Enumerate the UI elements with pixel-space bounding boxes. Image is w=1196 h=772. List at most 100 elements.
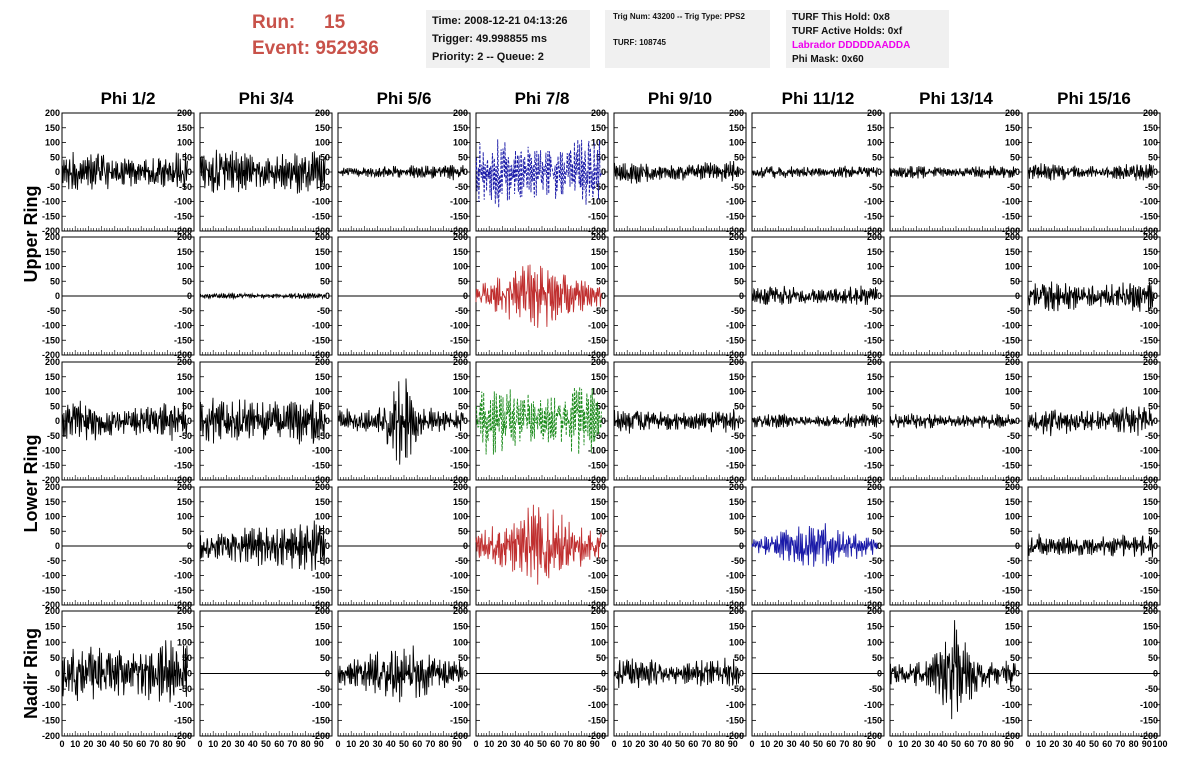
y-tick-label: -50 xyxy=(1145,684,1158,694)
y-tick-label: 50 xyxy=(734,401,744,411)
y-tick-label: -150 xyxy=(174,211,192,221)
y-tick-label: 0 xyxy=(601,167,606,177)
y-tick-label: 100 xyxy=(729,387,744,397)
y-tick-label: -100 xyxy=(864,446,882,456)
y-tick-label: 150 xyxy=(45,123,60,133)
x-tick-label: 80 xyxy=(853,739,863,749)
y-tick-label: 200 xyxy=(729,232,744,242)
waveform-trace xyxy=(889,165,1016,179)
y-tick-label: 50 xyxy=(1010,152,1020,162)
y-tick-label: 50 xyxy=(872,653,882,663)
column-header: Phi 11/12 xyxy=(782,89,855,108)
y-tick-label: 150 xyxy=(45,497,60,507)
y-tick-label: -150 xyxy=(450,460,468,470)
y-tick-label: 200 xyxy=(177,357,192,367)
y-tick-label: 150 xyxy=(867,497,882,507)
y-tick-label: 50 xyxy=(50,653,60,663)
waveform-trace xyxy=(475,386,602,455)
y-tick-label: 100 xyxy=(1005,262,1020,272)
x-tick-label: 30 xyxy=(925,739,935,749)
y-tick-label: 100 xyxy=(453,512,468,522)
y-tick-label: 0 xyxy=(1153,416,1158,426)
waveform-trace xyxy=(475,504,602,585)
y-tick-label: -200 xyxy=(588,600,606,610)
y-tick-label: 0 xyxy=(877,167,882,177)
waveform-trace xyxy=(613,408,740,434)
x-tick-label: 10 xyxy=(1036,739,1046,749)
y-tick-label: 150 xyxy=(315,123,330,133)
y-tick-label: -200 xyxy=(450,475,468,485)
x-tick-label: 90 xyxy=(314,739,324,749)
turf-hold-text: TURF This Hold: 0x8 xyxy=(792,12,890,23)
y-tick-label: -100 xyxy=(450,446,468,456)
y-tick-label: -200 xyxy=(1140,600,1158,610)
y-tick-label: -50 xyxy=(1007,684,1020,694)
y-tick-label: -150 xyxy=(1140,715,1158,725)
y-tick-label: 0 xyxy=(739,416,744,426)
y-tick-label: 0 xyxy=(187,416,192,426)
y-tick-label: -100 xyxy=(42,571,60,581)
y-tick-label: 100 xyxy=(729,512,744,522)
y-tick-label: 150 xyxy=(177,622,192,632)
x-tick-label: 50 xyxy=(1089,739,1099,749)
y-tick-label: 0 xyxy=(463,669,468,679)
y-tick-label: 50 xyxy=(872,526,882,536)
y-tick-label: -200 xyxy=(1002,600,1020,610)
y-tick-label: 150 xyxy=(177,372,192,382)
x-tick-label: 70 xyxy=(425,739,435,749)
x-tick-label: 0 xyxy=(59,739,64,749)
y-tick-label: -200 xyxy=(450,226,468,236)
y-tick-label: -100 xyxy=(588,321,606,331)
y-tick-label: -150 xyxy=(312,460,330,470)
y-tick-label: 150 xyxy=(1143,247,1158,257)
y-tick-label: 100 xyxy=(45,512,60,522)
y-tick-label: -100 xyxy=(588,197,606,207)
x-tick-label: 20 xyxy=(497,739,507,749)
x-tick-label: 30 xyxy=(787,739,797,749)
y-tick-label: 100 xyxy=(315,637,330,647)
phi-mask-text: Phi Mask: 0x60 xyxy=(792,54,864,65)
y-tick-label: 200 xyxy=(177,606,192,616)
x-tick-label: 90 xyxy=(452,739,462,749)
y-tick-label: 0 xyxy=(325,416,330,426)
y-tick-label: 150 xyxy=(1005,622,1020,632)
x-tick-label: 60 xyxy=(136,739,146,749)
y-tick-label: 200 xyxy=(453,606,468,616)
x-tick-label: 30 xyxy=(373,739,383,749)
y-tick-label: -200 xyxy=(588,475,606,485)
y-tick-label: 200 xyxy=(591,606,606,616)
y-tick-label: 100 xyxy=(729,262,744,272)
y-tick-label: -50 xyxy=(1145,182,1158,192)
y-tick-label: -50 xyxy=(731,182,744,192)
y-tick-label: 100 xyxy=(45,637,60,647)
y-tick-label: 200 xyxy=(867,108,882,118)
x-tick-label: 80 xyxy=(715,739,725,749)
y-tick-label: 150 xyxy=(1005,372,1020,382)
x-tick-label: 10 xyxy=(760,739,770,749)
y-tick-label: -150 xyxy=(42,715,60,725)
y-tick-label: 200 xyxy=(315,108,330,118)
waveform-trace xyxy=(613,160,740,184)
y-tick-label: 50 xyxy=(50,401,60,411)
y-tick-label: 0 xyxy=(55,416,60,426)
y-tick-label: -50 xyxy=(47,306,60,316)
y-tick-label: 100 xyxy=(1143,637,1158,647)
y-tick-label: -100 xyxy=(450,571,468,581)
y-tick-label: 150 xyxy=(453,123,468,133)
y-tick-label: -150 xyxy=(1002,211,1020,221)
time-info-box: Time: 2008-12-21 04:13:26 Trigger: 49.99… xyxy=(426,10,590,68)
y-tick-label: 200 xyxy=(45,232,60,242)
y-tick-label: -50 xyxy=(1145,431,1158,441)
y-tick-label: -150 xyxy=(726,335,744,345)
waveform-trace xyxy=(1027,163,1154,181)
y-tick-label: 100 xyxy=(45,138,60,148)
y-tick-label: 50 xyxy=(596,401,606,411)
x-tick-label: 50 xyxy=(261,739,271,749)
y-tick-label: 150 xyxy=(729,123,744,133)
y-tick-label: 150 xyxy=(729,247,744,257)
y-tick-label: -100 xyxy=(1140,197,1158,207)
y-tick-label: 150 xyxy=(591,372,606,382)
y-tick-label: 100 xyxy=(867,262,882,272)
waveform-trace xyxy=(337,645,464,703)
y-tick-label: -200 xyxy=(450,600,468,610)
